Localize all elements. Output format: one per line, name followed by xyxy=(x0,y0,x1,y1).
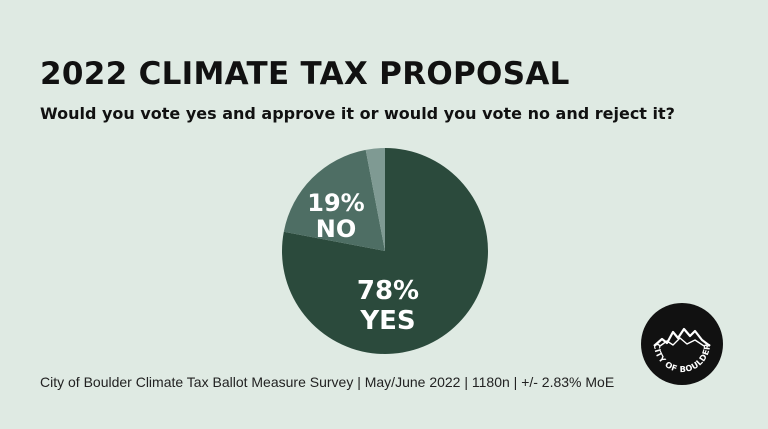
pie-chart: 19% NO 78% YES xyxy=(282,148,488,355)
pie-slice-no xyxy=(283,149,385,251)
source-note: City of Boulder Climate Tax Ballot Measu… xyxy=(40,374,615,390)
mountain-icon xyxy=(653,327,711,347)
chart-subtitle: Would you vote yes and approve it or wou… xyxy=(40,104,675,123)
slice-label-yes: YES xyxy=(359,306,415,336)
city-of-boulder-logo: CITY OF BOULDER xyxy=(641,303,723,385)
slice-label-no-percent: 19% xyxy=(307,189,364,217)
pie-slice-other xyxy=(365,148,385,251)
chart-title: 2022 CLIMATE TAX PROPOSAL xyxy=(40,56,570,92)
mountain-ridge-icon xyxy=(659,337,705,347)
slice-label-no: NO xyxy=(316,215,357,243)
pie-slices xyxy=(282,148,488,355)
pie-slice-yes xyxy=(282,148,488,355)
slice-label-yes-percent: 78% xyxy=(357,276,419,306)
logo-circle xyxy=(641,303,723,385)
